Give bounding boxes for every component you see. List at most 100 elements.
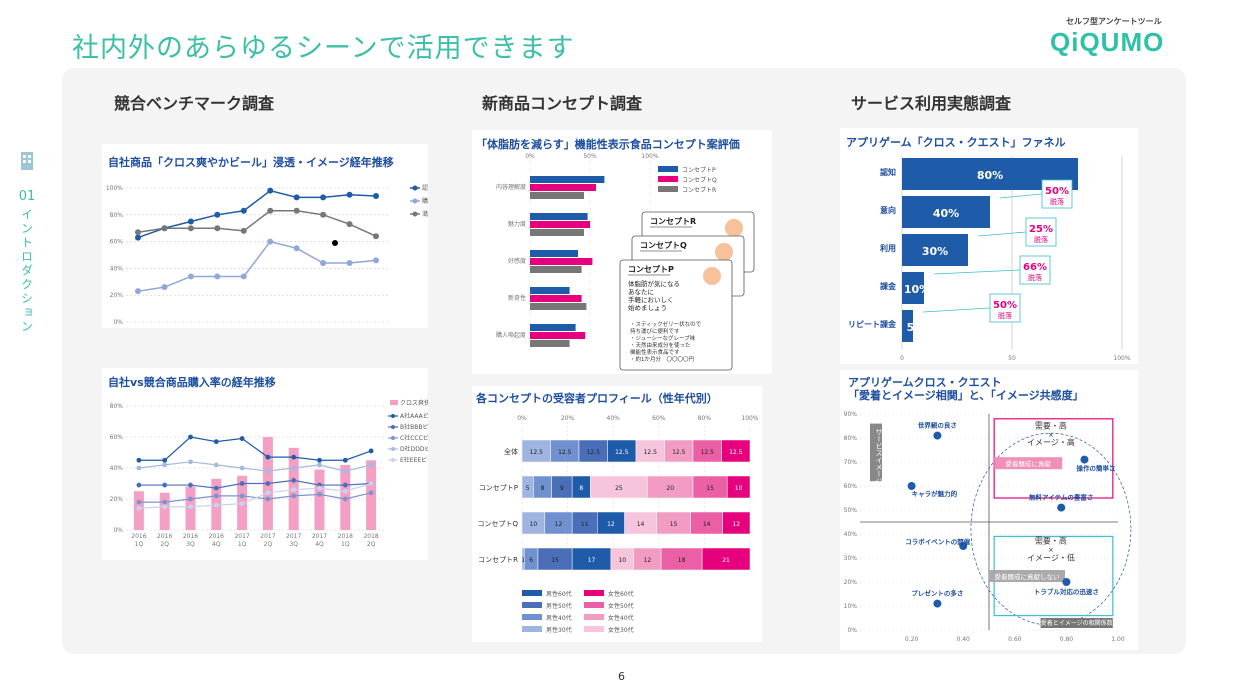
segment-label: 12.5: [729, 449, 743, 456]
value-label: 40%: [933, 207, 959, 220]
data-point: [346, 221, 353, 228]
segment-label: 25: [615, 485, 623, 492]
data-point: [317, 462, 322, 468]
point-label: 無料アイテムの豊富さ: [1029, 493, 1093, 502]
x-tick-label: 0: [900, 355, 904, 362]
category-label: 課金: [880, 281, 897, 291]
point-label: キャラが魅力的: [912, 489, 958, 498]
legend-swatch: [584, 626, 604, 632]
bar: [530, 192, 584, 199]
data-point: [320, 260, 327, 267]
data-point: [239, 465, 245, 471]
card-subtitle: 「愛着とイメージ相関」と、「イメージ共感度」: [848, 389, 1084, 402]
data-point: [188, 496, 193, 502]
segment-label: 18: [678, 557, 686, 564]
data-point: [213, 502, 219, 508]
x-tick-label: 0.40: [957, 636, 971, 643]
y-tick-label: 90%: [844, 411, 858, 418]
legend-swatch: [390, 400, 398, 405]
card-title: 各コンセプトの受容者プロフィール（性年代別）: [476, 392, 718, 405]
data-point: [317, 491, 322, 497]
bar: [530, 250, 578, 257]
x-tick-label: 0.20: [905, 636, 919, 643]
series-line: [137, 240, 377, 292]
logo-tagline: セルフ型アンケートツール: [1066, 17, 1162, 26]
legend-label: 男性30代: [546, 626, 572, 634]
row-label: コンセプトQ: [477, 520, 518, 528]
box-high-line3: イメージ・高: [1027, 437, 1075, 447]
data-point: [214, 273, 221, 280]
series-line: [138, 492, 372, 503]
category-label: 好感度: [508, 257, 526, 265]
data-point: [291, 454, 297, 460]
data-point: [239, 493, 245, 499]
y-tick-label: 80%: [110, 403, 124, 410]
legend-label: E社EEEビール: [400, 456, 428, 464]
x-tick-year: 2018: [338, 533, 353, 540]
legend-swatch: [658, 176, 678, 182]
row-label: 全体: [504, 447, 518, 456]
concept-bullet: ・ジューシーなグレープ味: [630, 334, 696, 342]
scatter-point: [1080, 455, 1089, 464]
x-tick-quarter: 1Q: [135, 541, 144, 548]
data-point: [188, 504, 193, 510]
segment-label: 15: [670, 521, 678, 528]
data-point: [187, 218, 194, 225]
scatter-point: [933, 431, 942, 440]
data-point: [346, 191, 353, 198]
x-tick-quarter: 3Q: [289, 541, 298, 548]
stacked-segment: [721, 439, 751, 463]
segment-label: 8: [579, 485, 583, 492]
dropout-box: [1025, 217, 1057, 247]
concept-bullet: 持ち運びに便利です: [630, 327, 680, 335]
funnel-chart: 0 50 100%認知 80%意向 40%利用 30%課金 10%リピート課金 5%50%脱落…: [848, 156, 1131, 362]
series-line: [138, 436, 372, 461]
card-title: アプリゲーム「クロス・クエスト」ファネル: [846, 136, 1066, 149]
x-tick-label: 80%: [698, 415, 712, 422]
x-tick-label: 0.60: [1008, 636, 1022, 643]
dropout-box: [1019, 255, 1051, 285]
y-tick-label: 70%: [844, 459, 858, 466]
data-point: [239, 436, 245, 441]
person-illustration: [703, 267, 721, 285]
legend-marker: [391, 425, 395, 429]
data-point: [135, 229, 141, 236]
section-indicator: 01 イントロダクション: [16, 150, 38, 337]
data-point: [320, 194, 327, 201]
segment-label: 5: [526, 485, 530, 492]
dropout-rate: 25%: [1029, 224, 1053, 235]
concept-copy: 手軽においしく: [628, 295, 674, 304]
segment-label: 12: [644, 557, 652, 564]
data-point: [136, 505, 142, 511]
y-tick-label: 40%: [110, 465, 124, 472]
segment-label: 6: [529, 557, 533, 564]
bar: [159, 492, 170, 530]
segment-label: 10: [618, 557, 626, 564]
segment-label: 14: [703, 521, 711, 528]
section-title-concept: 新商品コンセプト調査: [482, 94, 643, 113]
data-point: [293, 245, 300, 252]
data-point: [373, 257, 379, 264]
funnel-bar: [902, 272, 924, 304]
row-label: コンセプトR: [478, 556, 518, 564]
tag-box: [994, 457, 1063, 470]
data-point: [135, 288, 141, 295]
concept-copy: 体脂肪が気になる: [628, 279, 680, 288]
segment-label: 14: [637, 521, 645, 528]
data-point: [240, 273, 247, 280]
y-axis-tag-bg: [870, 423, 882, 482]
scatter-point: [933, 599, 942, 608]
segment-label: 10: [735, 485, 743, 492]
data-point: [213, 493, 219, 499]
person-illustration: [715, 243, 733, 261]
y-tick-label: 60%: [844, 483, 858, 490]
segment-label: 1: [521, 557, 525, 564]
stacked-segment: [701, 547, 751, 571]
stacked-bar-chart: 0% 20% 40% 60% 80% 100% 全体 12.5 12.5 12.5 12.5 12.5…: [477, 415, 758, 634]
bar: [530, 213, 588, 220]
scatter-point: [1057, 503, 1066, 512]
x-tick-label: 100%: [741, 415, 758, 422]
box-high-line2: ×: [1048, 431, 1054, 439]
data-point: [135, 234, 141, 241]
point-label: プレゼントの多さ: [911, 589, 963, 598]
